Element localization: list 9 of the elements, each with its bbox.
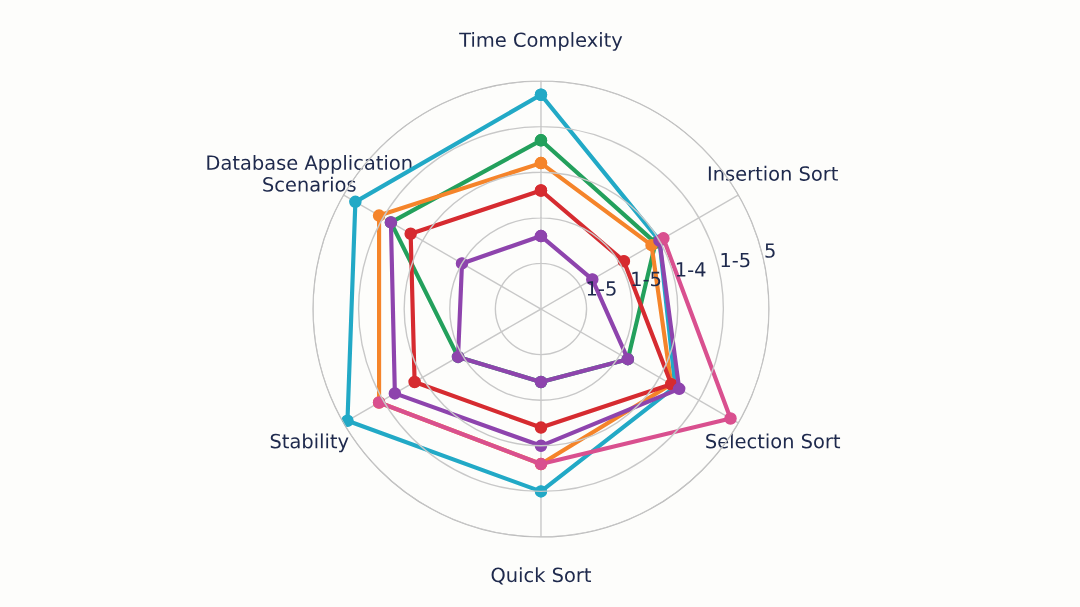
spoke-label: Insertion Sort bbox=[708, 165, 838, 181]
spoke-label: Time Complexity bbox=[459, 32, 623, 51]
y-tick-label: 5 bbox=[765, 243, 775, 258]
spoke-label: Database Application Scenarios bbox=[207, 154, 412, 192]
y-tick-label: 1-4 bbox=[676, 262, 706, 277]
spoke-label: Stability bbox=[270, 433, 349, 453]
spoke-label: Quick Sort bbox=[491, 567, 592, 585]
y-tick-label: 1-5 bbox=[721, 252, 750, 268]
spoke-label: Selection Sort bbox=[706, 433, 841, 449]
